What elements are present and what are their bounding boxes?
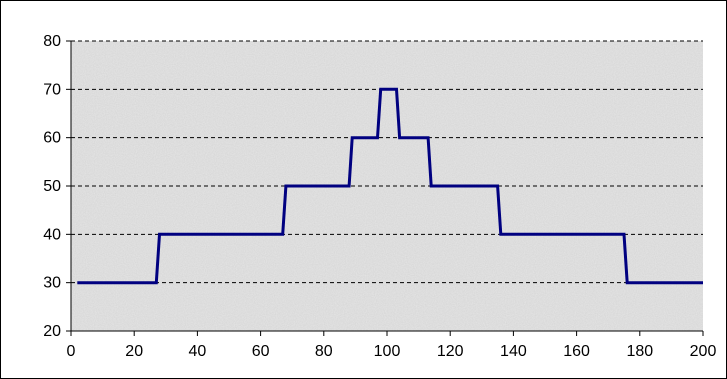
x-tick-label-160: 160 (563, 343, 590, 360)
x-tick-label-100: 100 (374, 343, 401, 360)
y-tick-label-80: 80 (43, 33, 61, 50)
series-line-0 (77, 87, 703, 285)
y-tick-label-30: 30 (43, 275, 61, 292)
y-tick-label-50: 50 (43, 178, 61, 195)
y-tick-label-60: 60 (43, 130, 61, 147)
x-tick-label-140: 140 (500, 343, 527, 360)
x-tick-label-180: 180 (626, 343, 653, 360)
x-tick-label-200: 200 (690, 343, 717, 360)
y-tick-label-70: 70 (43, 81, 61, 98)
x-tick-label-0: 0 (67, 343, 76, 360)
y-tick-label-40: 40 (43, 226, 61, 243)
x-tick-label-40: 40 (189, 343, 207, 360)
x-tick-label-120: 120 (437, 343, 464, 360)
x-tick-label-20: 20 (125, 343, 143, 360)
y-tick-label-20: 20 (43, 323, 61, 340)
x-tick-label-80: 80 (315, 343, 333, 360)
x-tick-label-60: 60 (252, 343, 270, 360)
